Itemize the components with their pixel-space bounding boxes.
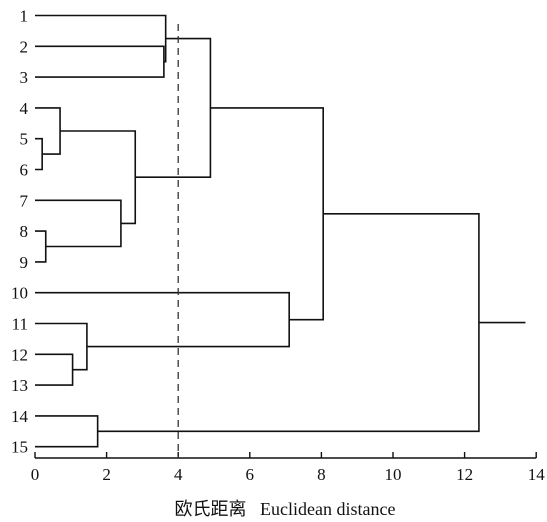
- dendrogram-links: [35, 14, 526, 448]
- leaf-label-10: 10: [11, 284, 28, 303]
- leaf-label-13: 13: [11, 376, 28, 395]
- merge-link-14-15: [35, 415, 99, 448]
- x-tick-label-2: 2: [102, 465, 111, 484]
- x-tick-label-12: 12: [456, 465, 473, 484]
- merge-link-8-9: [35, 230, 47, 263]
- merge-link-1-9-10-13: [210, 107, 324, 321]
- leaf-label-14: 14: [11, 407, 29, 426]
- leaf-label-3: 3: [20, 68, 29, 87]
- merge-link-4-6-7-9: [60, 130, 137, 225]
- merge-link-1-2-3: [35, 14, 167, 63]
- x-tick-label-10: 10: [385, 465, 402, 484]
- merge-link-4-5-6: [35, 107, 61, 155]
- leaf-label-15: 15: [11, 438, 28, 457]
- merge-link-7-8-9: [35, 199, 122, 248]
- x-tick-label-6: 6: [246, 465, 255, 484]
- leaf-label-12: 12: [11, 345, 28, 364]
- merge-link-1-13-14-15: [97, 212, 480, 433]
- leaf-label-6: 6: [20, 161, 29, 180]
- leaf-label-5: 5: [20, 130, 29, 149]
- x-tick-label-8: 8: [317, 465, 326, 484]
- leaf-label-11: 11: [12, 315, 28, 334]
- x-tick-label-0: 0: [31, 465, 40, 484]
- leaf-label-4: 4: [20, 99, 29, 118]
- leaf-label-9: 9: [20, 253, 29, 272]
- merge-link-5-6: [35, 137, 43, 171]
- leaf-label-8: 8: [20, 222, 29, 241]
- leaf-label-1: 1: [20, 7, 29, 26]
- leaf-label-2: 2: [20, 37, 29, 56]
- x-axis-label: 欧氏距离 Euclidean distance: [175, 499, 396, 519]
- leaf-label-7: 7: [20, 191, 29, 210]
- x-tick-label-14: 14: [528, 465, 546, 484]
- x-axis: 0 2 4 6 8 10 12 14: [31, 452, 545, 484]
- merge-link-11-12-13: [35, 322, 88, 371]
- x-tick-label-4: 4: [174, 465, 183, 484]
- merge-link-10-11-13: [35, 291, 290, 348]
- merge-link-2-3: [35, 45, 165, 78]
- merge-link-1-3-4-9: [135, 37, 212, 178]
- merge-link-12-13: [35, 353, 74, 386]
